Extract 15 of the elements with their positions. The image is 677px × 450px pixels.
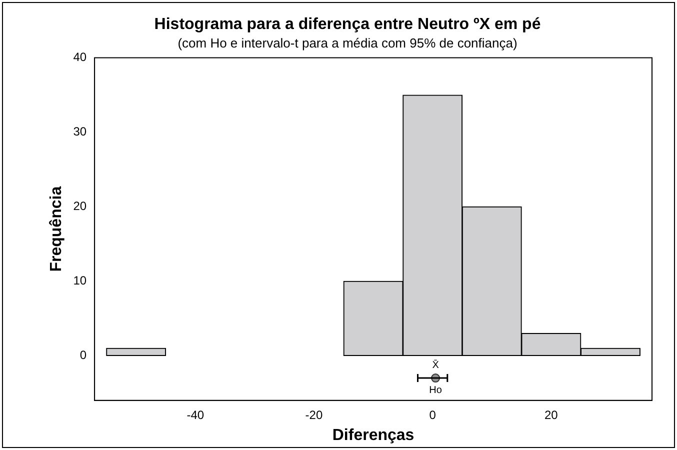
y-tick-label: 30 xyxy=(73,124,87,139)
annotation: X̄ xyxy=(432,359,440,371)
x-tick-label: -40 xyxy=(186,408,204,422)
y-tick-label: 20 xyxy=(73,199,87,214)
annotation: Ho xyxy=(429,384,442,396)
y-tick-label: 0 xyxy=(80,348,87,362)
x-tick-label: 20 xyxy=(544,408,558,422)
chart-title: Histograma para a diferença entre Neutro ºX em pé xyxy=(154,16,541,34)
x-tick-label: 0 xyxy=(429,408,436,422)
chart-subtitle: (com Ho e intervalo-t para a média com 95% de confiança) xyxy=(178,36,518,51)
x-tick-label: -20 xyxy=(305,408,323,422)
y-axis-title: Frequência xyxy=(48,186,66,272)
y-tick-label: 40 xyxy=(73,50,87,64)
y-tick-label: 10 xyxy=(73,274,87,288)
x-axis-title: Diferenças xyxy=(332,426,414,444)
